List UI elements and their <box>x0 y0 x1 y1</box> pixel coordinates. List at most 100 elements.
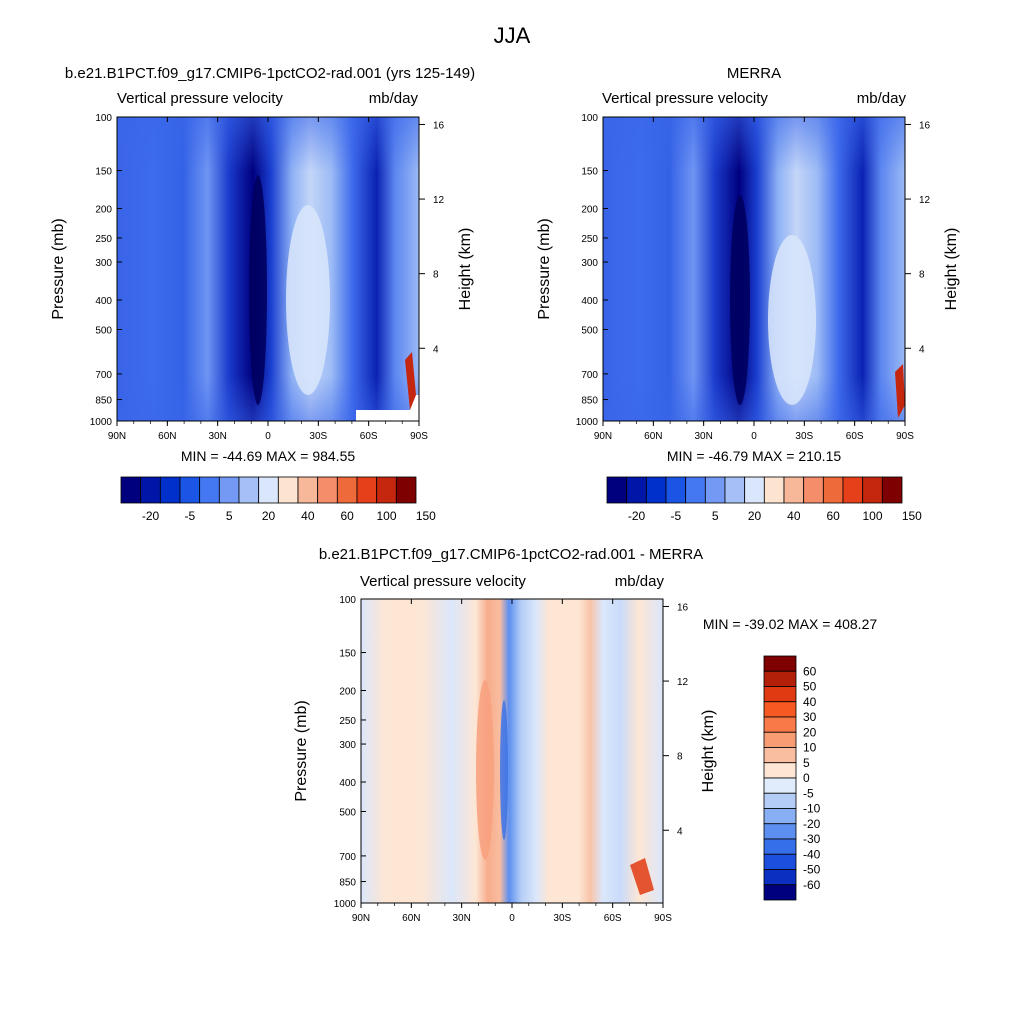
panel-model-field-overlay <box>117 117 419 421</box>
y-tick-label: 150 <box>95 167 112 178</box>
y-right-tick-label: 12 <box>919 195 931 206</box>
y-right-tick-label: 8 <box>677 752 683 763</box>
colorbar-label: -5 <box>670 509 681 523</box>
colorbar-label: 100 <box>376 509 396 523</box>
y-tick-label: 700 <box>581 370 598 381</box>
panel-model-ylabel: Pressure (mb) <box>50 218 67 319</box>
colorbar-label: 20 <box>803 725 817 739</box>
colorbar-label: 50 <box>803 680 817 694</box>
colorbar-swatch <box>665 476 687 504</box>
y-tick-label: 100 <box>339 595 356 606</box>
y-tick-label: 400 <box>95 296 112 307</box>
x-tick-label: 60S <box>846 431 864 442</box>
y-right-tick-label: 4 <box>433 344 439 355</box>
colorbar-swatch <box>317 476 338 504</box>
y-right-tick-label: 16 <box>677 602 689 613</box>
colorbar-swatch <box>862 476 883 504</box>
colorbar-swatch <box>120 476 142 504</box>
panel-model-surface-mask <box>356 410 410 421</box>
y-tick-label: 500 <box>581 325 598 336</box>
y-tick-label: 300 <box>339 740 356 751</box>
y-tick-label: 200 <box>581 205 598 216</box>
panel-merra-subtitle-right: mb/day <box>857 90 907 107</box>
colorbar-swatch <box>763 792 797 809</box>
panel-merra-descent-core <box>768 235 816 405</box>
panel-merra-subtitle-left: Vertical pressure velocity <box>602 90 768 107</box>
y-right-tick-label: 16 <box>919 120 931 131</box>
y-tick-label: 200 <box>95 205 112 216</box>
x-tick-label: 30N <box>694 431 712 442</box>
panel-merra-polar-feature <box>895 364 905 418</box>
panel-model-terrain-mask <box>410 395 419 421</box>
colorbar-swatch <box>356 476 378 504</box>
colorbar-swatch <box>763 716 797 733</box>
panel-difference-stats: MIN = -39.02 MAX = 408.27 <box>703 616 878 632</box>
y-tick-label: 250 <box>339 716 356 727</box>
colorbar-swatch <box>763 476 785 504</box>
panel-difference: b.e21.B1PCT.f09_g17.CMIP6-1pctCO2-rad.00… <box>293 546 877 924</box>
x-tick-label: 60S <box>604 913 622 924</box>
colorbar-swatch <box>724 476 746 504</box>
panel-difference-subtitle-right: mb/day <box>615 573 665 590</box>
colorbar-swatch <box>763 884 797 901</box>
colorbar-swatch <box>822 476 844 504</box>
panel-model-subtitle-right: mb/day <box>369 90 419 107</box>
y-tick-label: 700 <box>339 852 356 863</box>
colorbar-swatch <box>881 476 903 504</box>
colorbar-label: 150 <box>416 509 436 523</box>
colorbar-swatch <box>626 476 647 504</box>
panel-model-plot-area <box>116 116 420 422</box>
colorbar-label: 30 <box>803 710 817 724</box>
colorbar-label: -20 <box>142 509 160 523</box>
y-right-tick-label: 4 <box>677 826 683 837</box>
colorbar-label: 60 <box>803 664 817 678</box>
colorbar-swatch <box>258 476 279 504</box>
y-tick-label: 150 <box>581 167 598 178</box>
colorbar-swatch <box>763 670 797 687</box>
panel-difference-x-ticks: 90N 60N 30N 0 30S 60S 90S <box>352 599 672 924</box>
panel-model-stats: MIN = -44.69 MAX = 984.55 <box>181 448 356 464</box>
y-tick-label: 850 <box>581 396 598 407</box>
y-tick-label: 850 <box>339 878 356 889</box>
y-right-tick-label: 4 <box>919 344 925 355</box>
panel-merra-field-overlay <box>603 117 905 421</box>
x-tick-label: 0 <box>751 431 757 442</box>
panel-difference-y-ticks-right: 16 12 8 4 <box>663 602 689 837</box>
colorbar-swatch <box>763 869 797 886</box>
x-tick-label: 60S <box>360 431 378 442</box>
colorbar-swatch <box>606 476 628 504</box>
colorbar-label: 40 <box>803 695 817 709</box>
x-tick-label: 30N <box>452 913 470 924</box>
colorbar-swatch <box>763 853 797 870</box>
panel-model-colorbar: -20 -5 5 20 40 60 100 150 <box>120 476 436 523</box>
y-tick-label: 250 <box>581 234 598 245</box>
panel-difference-subtitle-left: Vertical pressure velocity <box>360 573 526 590</box>
y-tick-label: 700 <box>95 370 112 381</box>
colorbar-label: -50 <box>803 863 821 877</box>
y-tick-label: 850 <box>95 396 112 407</box>
colorbar-swatch <box>763 777 797 794</box>
panel-model-y-ticks: 100 150 200 250 300 400 500 700 850 1000 <box>90 113 122 428</box>
panel-merra-ylabel-right: Height (km) <box>943 228 960 311</box>
x-tick-label: 90N <box>352 913 370 924</box>
colorbar-label: -10 <box>803 802 821 816</box>
colorbar-swatch <box>803 476 824 504</box>
colorbar-swatch <box>763 747 797 764</box>
x-tick-label: 0 <box>265 431 271 442</box>
y-tick-label: 1000 <box>334 899 357 910</box>
colorbar-swatch <box>744 476 765 504</box>
colorbar-label: -20 <box>628 509 646 523</box>
colorbar-label: 60 <box>826 509 840 523</box>
colorbar-swatch <box>336 476 358 504</box>
panel-difference-negative-core <box>500 700 508 840</box>
panel-model-y-ticks-right: 16 12 8 4 <box>419 120 445 355</box>
colorbar-swatch <box>763 762 797 779</box>
x-tick-label: 30S <box>795 431 813 442</box>
y-right-tick-label: 12 <box>677 677 689 688</box>
y-tick-label: 500 <box>95 325 112 336</box>
colorbar-label: -5 <box>184 509 195 523</box>
y-tick-label: 100 <box>95 113 112 124</box>
panel-model-ascent-core <box>249 175 267 405</box>
panel-difference-field <box>361 599 663 903</box>
